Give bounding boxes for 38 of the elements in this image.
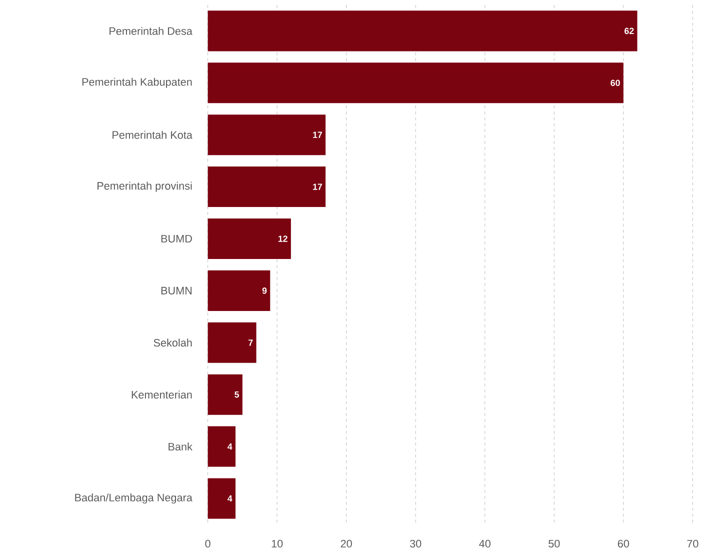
x-tick-label: 0 xyxy=(205,540,210,548)
y-tick-label: Badan/Lembaga Negara xyxy=(75,493,192,504)
y-tick-label: BUMD xyxy=(161,234,192,242)
data-label: 5 xyxy=(234,391,240,398)
x-tick-label: 10 xyxy=(272,540,283,548)
data-label: 4 xyxy=(228,443,232,450)
data-label: 12 xyxy=(278,236,288,242)
bar xyxy=(208,426,236,467)
y-tick-label: Pemerintah provinsi xyxy=(98,182,192,192)
y-tick-label: Pemerintah Kabupaten xyxy=(82,78,192,88)
y-tick-label: BUMN xyxy=(161,286,192,294)
y-tick-label: Kementerian xyxy=(132,390,192,399)
y-tick-label: Pemerintah Kota xyxy=(112,130,192,139)
bar xyxy=(208,218,291,259)
y-tick-label: Pemerintah Desa xyxy=(110,26,192,35)
bar xyxy=(208,374,242,415)
data-label: 17 xyxy=(313,132,322,138)
x-tick-label: 70 xyxy=(687,540,698,548)
x-tick-label: 20 xyxy=(340,540,352,548)
data-label: 7 xyxy=(248,340,253,346)
bar xyxy=(208,270,270,311)
x-tick-label: 50 xyxy=(548,540,560,548)
data-label: 4 xyxy=(228,495,232,502)
bar xyxy=(208,10,638,52)
y-tick-label: Sekolah xyxy=(154,338,192,347)
x-tick-label: 40 xyxy=(479,540,490,548)
y-tick-label: Bank xyxy=(168,442,192,450)
bar xyxy=(208,114,326,156)
bar xyxy=(208,166,326,207)
data-label: 17 xyxy=(313,184,322,190)
x-tick-label: 30 xyxy=(410,540,422,548)
bar xyxy=(208,322,256,363)
data-label: 60 xyxy=(610,80,620,86)
data-label: 9 xyxy=(262,287,267,294)
bar xyxy=(208,62,624,104)
bar xyxy=(208,478,236,519)
x-tick-label: 60 xyxy=(618,540,630,548)
data-label: 62 xyxy=(624,28,634,34)
